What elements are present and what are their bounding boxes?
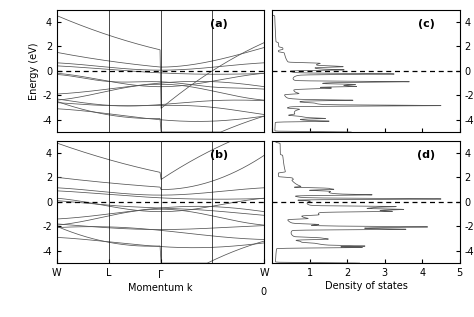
- Text: (a): (a): [210, 19, 228, 29]
- Text: 0: 0: [260, 287, 266, 297]
- Text: (c): (c): [418, 19, 435, 29]
- Text: (b): (b): [210, 150, 228, 160]
- X-axis label: Momentum k: Momentum k: [128, 283, 193, 293]
- Text: (d): (d): [417, 150, 435, 160]
- Y-axis label: Energy (eV): Energy (eV): [29, 42, 39, 100]
- X-axis label: Density of states: Density of states: [325, 281, 408, 291]
